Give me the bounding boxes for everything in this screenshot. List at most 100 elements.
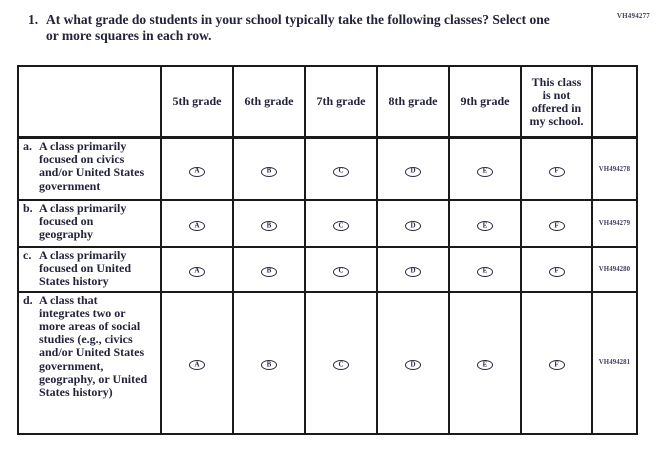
response-oval-a[interactable]: A [189,221,205,231]
response-oval-e[interactable]: E [477,266,493,277]
header-code-empty-cell [591,65,638,139]
response-oval-a[interactable]: A [189,266,205,277]
response-oval-d[interactable]: D [405,360,421,371]
option-cell: E [448,290,522,435]
oval-letter: D [410,221,416,230]
oval-letter: F [554,166,559,175]
row-code: VH494278 [591,136,638,201]
response-grid: 5th grade 6th grade 7th grade 8th grade … [17,65,638,435]
response-oval-a[interactable]: A [189,360,205,371]
option-cell: A [160,290,234,435]
header-7th-grade: 7th grade [304,65,378,139]
row-letter: c. [23,248,32,262]
option-cell: C [304,199,378,248]
header-not-offered: This class is not offered in my school. [520,65,593,139]
header-not-offered-text: This class is not offered in my school. [529,74,584,128]
response-oval-b[interactable]: B [261,221,277,231]
option-cell: A [160,246,234,293]
option-cell: B [232,199,306,248]
header-5th-grade: 5th grade [160,65,234,139]
option-cell: D [376,199,450,248]
option-cell: C [304,136,378,201]
response-oval-a[interactable]: A [189,166,205,177]
oval-letter: D [410,360,416,369]
option-cell: E [448,199,522,248]
header-row: 5th grade 6th grade 7th grade 8th grade … [17,65,638,139]
option-cell: F [520,199,593,248]
response-oval-c[interactable]: C [333,166,349,177]
oval-letter: F [554,221,559,230]
oval-letter: B [266,266,272,275]
row-label-cell: d. A class that integrates two or more a… [17,290,162,435]
oval-letter: B [266,360,272,369]
response-oval-d[interactable]: D [405,221,421,231]
header-8th-grade: 8th grade [376,65,450,139]
oval-letter: D [410,166,416,175]
option-cell: A [160,199,234,248]
option-cell: A [160,136,234,201]
question-number: 1. [28,12,39,27]
option-cell: C [304,290,378,435]
oval-letter: C [338,221,344,230]
response-oval-e[interactable]: E [477,166,493,177]
oval-letter: C [338,166,344,175]
header-9th-grade: 9th grade [448,65,522,139]
option-cell: F [520,246,593,293]
option-cell: D [376,136,450,201]
response-oval-d[interactable]: D [405,166,421,177]
response-oval-b[interactable]: B [261,166,277,177]
question-block: 1. At what grade do students in your sch… [28,12,558,43]
oval-letter: E [482,221,488,230]
option-cell: F [520,290,593,435]
option-cell: D [376,246,450,293]
row-label: A class primarily focused on United Stat… [39,248,132,289]
response-oval-f[interactable]: F [548,221,565,231]
response-oval-e[interactable]: E [477,221,493,231]
header-empty-cell [17,65,162,139]
oval-letter: A [194,266,200,275]
response-oval-c[interactable]: C [333,266,349,277]
row-letter: b. [23,201,33,215]
table-row-d: d. A class that integrates two or more a… [17,290,638,435]
option-cell: F [520,136,593,201]
oval-letter: C [338,266,344,275]
response-oval-c[interactable]: C [333,360,349,371]
header-6th-grade: 6th grade [232,65,306,139]
question-text: At what grade do students in your school… [46,12,550,43]
oval-letter: A [194,360,200,369]
response-oval-f[interactable]: F [548,266,565,277]
option-cell: B [232,246,306,293]
row-letter: d. [23,292,33,307]
row-code: VH494281 [591,290,638,435]
response-oval-e[interactable]: E [477,360,493,371]
row-label: A class that integrates two or more area… [39,292,148,400]
row-label-cell: b. A class primarily focused on geograph… [17,199,162,248]
response-oval-f[interactable]: F [548,166,565,177]
response-oval-b[interactable]: B [261,360,277,371]
row-code: VH494279 [591,199,638,248]
oval-letter: C [338,360,344,369]
oval-letter: B [266,221,272,230]
response-oval-c[interactable]: C [333,221,349,231]
oval-letter: E [482,266,488,275]
row-letter: a. [23,139,32,153]
oval-letter: E [482,360,488,369]
row-label-cell: c. A class primarily focused on United S… [17,246,162,293]
oval-letter: F [554,266,559,275]
option-cell: D [376,290,450,435]
row-code: VH494280 [591,246,638,293]
page-code: VH494277 [616,12,650,20]
option-cell: E [448,246,522,293]
row-label: A class primarily focused on geography [39,201,127,242]
row-label: A class primarily focused on civics and/… [39,139,145,193]
option-cell: C [304,246,378,293]
option-cell: B [232,290,306,435]
oval-letter: E [482,166,488,175]
oval-letter: A [194,166,200,175]
oval-letter: A [194,221,200,230]
table-row-c: c. A class primarily focused on United S… [17,246,638,293]
table-row-b: b. A class primarily focused on geograph… [17,199,638,248]
response-oval-b[interactable]: B [261,266,277,277]
response-oval-f[interactable]: F [548,360,565,371]
response-oval-d[interactable]: D [405,266,421,277]
